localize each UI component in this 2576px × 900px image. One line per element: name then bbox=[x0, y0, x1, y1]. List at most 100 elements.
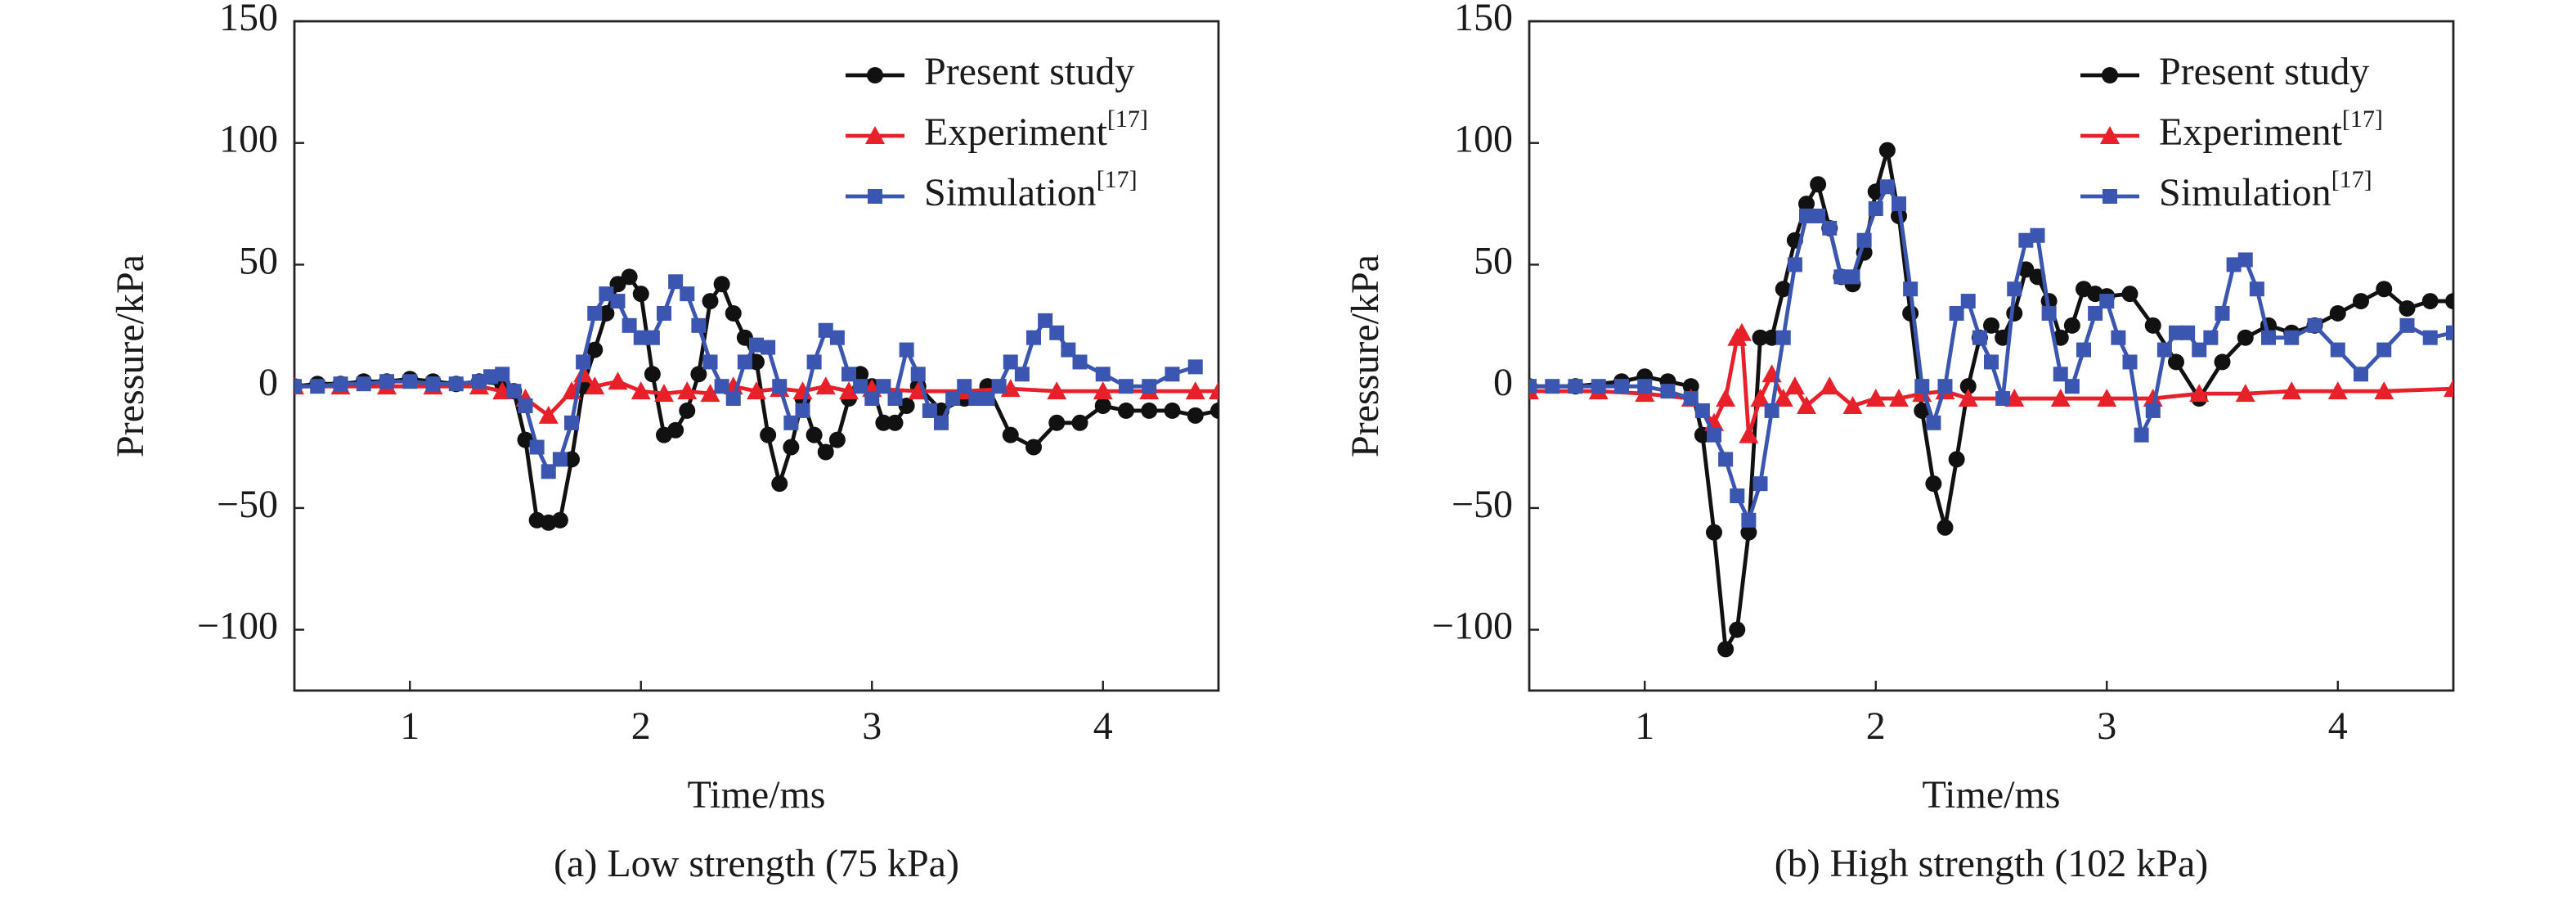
marker-square bbox=[1718, 452, 1734, 467]
marker-circle bbox=[1682, 378, 1699, 395]
marker-circle bbox=[1187, 407, 1204, 424]
marker-circle bbox=[1740, 524, 1757, 541]
marker-square bbox=[772, 379, 788, 394]
marker-square bbox=[2284, 330, 2300, 345]
marker-circle bbox=[817, 443, 834, 461]
marker-square bbox=[1694, 403, 1710, 418]
marker-square bbox=[599, 286, 614, 302]
marker-circle bbox=[1914, 402, 1931, 419]
marker-square bbox=[1926, 415, 1941, 430]
chart-panel: 1 2 3 4 −100 −50 0 50 100 150 Time/ms Pressure/kPa (… bbox=[109, 0, 1220, 885]
marker-circle bbox=[2237, 329, 2254, 346]
marker-circle bbox=[1141, 402, 1158, 419]
marker-square bbox=[2399, 317, 2415, 333]
marker-circle bbox=[551, 511, 568, 529]
marker-square bbox=[1591, 379, 1606, 394]
caption: (b) High strength (102 kPa) bbox=[1775, 842, 2209, 885]
chart-panel: 1 2 3 4 −100 −50 0 50 100 150 Time/ms Pressure/kPa (… bbox=[1344, 0, 2455, 885]
marker-square bbox=[541, 464, 556, 479]
marker-circle bbox=[517, 431, 534, 448]
marker-circle bbox=[621, 268, 638, 286]
marker-square bbox=[899, 342, 914, 358]
y-tick-label: 0 bbox=[258, 361, 278, 404]
marker-square bbox=[1892, 196, 1906, 212]
y-axis-label: Pressure/kPa bbox=[1344, 254, 1387, 457]
marker-square bbox=[1568, 379, 1583, 394]
marker-circle bbox=[1878, 142, 1896, 159]
marker-circle bbox=[1025, 439, 1042, 456]
marker-square bbox=[1119, 379, 1133, 394]
marker-square bbox=[2376, 342, 2392, 358]
marker-square bbox=[2169, 325, 2183, 340]
marker-circle bbox=[2445, 293, 2453, 310]
marker-triangle bbox=[538, 405, 559, 424]
legend-label: Experiment[17] bbox=[924, 106, 1148, 154]
marker-square bbox=[1049, 325, 1065, 340]
marker-circle bbox=[898, 397, 915, 414]
marker-square bbox=[2076, 342, 2091, 358]
marker-square bbox=[644, 330, 660, 345]
marker-square bbox=[495, 367, 510, 382]
marker-square bbox=[1187, 359, 1203, 375]
marker-square bbox=[448, 376, 464, 392]
marker-square bbox=[2192, 342, 2207, 358]
marker-circle bbox=[760, 426, 777, 443]
marker-square bbox=[564, 415, 579, 430]
marker-triangle bbox=[677, 381, 698, 400]
plot-area bbox=[1529, 142, 2453, 658]
marker-square bbox=[934, 415, 949, 430]
marker-square bbox=[668, 274, 684, 290]
marker-square bbox=[2354, 367, 2368, 382]
marker-square bbox=[968, 391, 984, 407]
marker-square bbox=[1960, 294, 1976, 309]
series-line bbox=[1529, 184, 2453, 523]
marker-circle bbox=[1210, 402, 1218, 419]
marker-square bbox=[853, 379, 868, 394]
marker-circle bbox=[1867, 183, 1884, 200]
marker-square bbox=[868, 189, 882, 204]
marker-triangle bbox=[815, 376, 836, 395]
marker-circle bbox=[598, 304, 615, 322]
marker-square bbox=[1026, 330, 1041, 345]
marker-square bbox=[2215, 305, 2230, 321]
marker-square bbox=[587, 305, 603, 321]
marker-triangle bbox=[1820, 376, 1840, 395]
marker-square bbox=[1072, 354, 1088, 370]
marker-triangle bbox=[2327, 381, 2348, 400]
marker-circle bbox=[867, 67, 883, 83]
marker-circle bbox=[875, 414, 892, 431]
marker-square bbox=[657, 305, 671, 321]
marker-triangle bbox=[1842, 395, 1863, 414]
marker-triangle bbox=[1797, 395, 1816, 414]
marker-square bbox=[333, 376, 348, 392]
marker-triangle bbox=[747, 381, 766, 400]
marker-circle bbox=[1948, 451, 1965, 468]
marker-square bbox=[356, 376, 371, 392]
y-tick-label: 150 bbox=[1454, 0, 1513, 39]
marker-square bbox=[876, 379, 891, 394]
marker-square bbox=[2064, 379, 2080, 394]
marker-triangle bbox=[1716, 389, 1736, 407]
marker-square bbox=[483, 369, 499, 385]
marker-square bbox=[402, 374, 418, 389]
marker-square bbox=[1142, 379, 1157, 394]
marker-square bbox=[2203, 330, 2219, 345]
marker-circle bbox=[1706, 524, 1722, 541]
marker-square bbox=[806, 354, 822, 370]
marker-square bbox=[294, 379, 302, 394]
marker-circle bbox=[2102, 67, 2118, 83]
marker-circle bbox=[1094, 397, 1111, 414]
marker-square bbox=[1637, 379, 1653, 394]
y-tick-label: −100 bbox=[197, 605, 278, 648]
marker-triangle bbox=[2374, 381, 2394, 400]
marker-square bbox=[2446, 325, 2453, 340]
legend-label: Simulation[17] bbox=[924, 166, 1138, 214]
marker-square bbox=[737, 354, 752, 370]
marker-square bbox=[1972, 330, 1987, 345]
marker-triangle bbox=[839, 381, 859, 400]
marker-square bbox=[749, 337, 764, 353]
marker-square bbox=[691, 317, 707, 333]
marker-square bbox=[2122, 354, 2138, 370]
marker-square bbox=[2261, 330, 2276, 345]
marker-square bbox=[1095, 367, 1111, 382]
